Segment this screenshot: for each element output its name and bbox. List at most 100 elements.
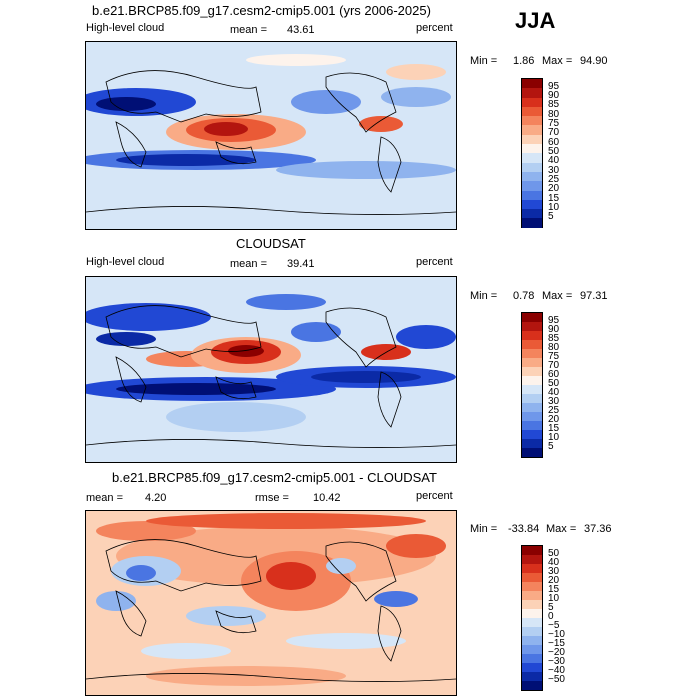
panel2-units: percent <box>416 256 453 268</box>
panel3-max-label: Max = <box>546 523 577 535</box>
panel3-level-label: −30 <box>548 656 565 667</box>
panel3-level-label: −10 <box>548 629 565 640</box>
panel2-colorbar-swatch <box>522 358 542 367</box>
panel2-colorbar-swatch <box>522 376 542 385</box>
panel2-title: CLOUDSAT <box>236 236 306 251</box>
panel2-colorbar-swatch <box>522 367 542 376</box>
panel1-colorbar-swatch <box>522 125 542 135</box>
panel2-colorbar-swatch <box>522 331 542 340</box>
panel1-level-label: 50 <box>548 146 560 157</box>
panel3-max-value: 37.36 <box>584 523 612 535</box>
panel1-level-label: 30 <box>548 165 560 176</box>
panel3-rmse-label: rmse = <box>255 492 289 504</box>
panel3-colorbar-swatch <box>522 564 542 573</box>
panel1-colorbar-swatch <box>522 79 542 89</box>
panel3-level-label: −15 <box>548 638 565 649</box>
panel2-colorbar-swatch <box>522 313 542 322</box>
panel2-colorbar-swatch <box>522 412 542 421</box>
panel2-colorbar-swatch <box>522 421 542 430</box>
panel1-level-label: 25 <box>548 174 560 185</box>
panel2-map <box>85 276 457 463</box>
panel2-level-label: 15 <box>548 423 560 434</box>
panel3-colorbar-swatch <box>522 654 542 663</box>
panel1-level-label: 20 <box>548 183 560 194</box>
panel1-colorbar-swatch <box>522 144 542 154</box>
panel1-colorbar-swatch <box>522 134 542 145</box>
panel3-level-label: 40 <box>548 557 560 568</box>
panel3-level-label: −5 <box>548 620 560 631</box>
panel3-colorbar-swatch <box>522 636 542 645</box>
panel2-level-label: 75 <box>548 351 560 362</box>
panel2-mean-label: mean = <box>230 258 267 270</box>
panel3-level-label: 50 <box>548 548 560 559</box>
panel1-colorbar-swatch <box>522 116 542 126</box>
panel1-colorbar-swatch <box>522 209 542 219</box>
panel1-colorbar <box>521 78 543 228</box>
panel3-colorbar-swatch <box>522 582 542 591</box>
panel1-level-label: 75 <box>548 118 560 129</box>
panel1-max-value: 94.90 <box>580 55 608 67</box>
panel3-colorbar <box>521 545 543 691</box>
panel3-level-label: 30 <box>548 566 560 577</box>
panel1-colorbar-swatch <box>522 88 542 98</box>
panel1-colorbar-swatch <box>522 190 542 200</box>
panel2-colorbar <box>521 312 543 458</box>
panel2-level-label: 25 <box>548 405 560 416</box>
panel3-title: b.e21.BRCP85.f09_g17.cesm2-cmip5.001 - C… <box>112 470 437 485</box>
panel2-colorbar-swatch <box>522 403 542 412</box>
panel3-rmse-value: 10.42 <box>313 492 341 504</box>
panel2-max-value: 97.31 <box>580 290 608 302</box>
panel3-level-label: 20 <box>548 575 560 586</box>
panel1-title: b.e21.BRCP85.f09_g17.cesm2-cmip5.001 (yr… <box>92 3 431 18</box>
panel3-mean-label: mean = <box>86 492 123 504</box>
panel2-level-label: 10 <box>548 432 560 443</box>
panel2-variable: High-level cloud <box>86 256 165 268</box>
panel1-level-label: 80 <box>548 109 560 120</box>
panel3-level-label: −20 <box>548 647 565 658</box>
panel3-level-label: 10 <box>548 593 560 604</box>
panel3-map <box>85 510 457 696</box>
panel2-colorbar-swatch <box>522 448 542 457</box>
panel2-level-label: 20 <box>548 414 560 425</box>
panel3-level-label: 0 <box>548 611 554 622</box>
panel1-colorbar-swatch <box>522 162 542 172</box>
panel2-level-label: 80 <box>548 342 560 353</box>
panel2-max-label: Max = <box>542 290 573 302</box>
panel3-min-value: -33.84 <box>508 523 540 535</box>
panel2-min-label: Min = <box>470 290 498 302</box>
panel1-min-label: Min = <box>470 55 498 67</box>
panel1-level-label: 85 <box>548 99 560 110</box>
panel3-level-label: −50 <box>548 674 565 685</box>
panel2-level-label: 50 <box>548 378 560 389</box>
panel2-level-label: 85 <box>548 333 560 344</box>
panel2-level-label: 5 <box>548 441 554 452</box>
panel3-colorbar-swatch <box>522 618 542 627</box>
panel2-min-value: 0.78 <box>513 290 535 302</box>
panel1-colorbar-swatch <box>522 106 542 117</box>
panel1-mean-label: mean = <box>230 24 267 36</box>
panel2-level-label: 40 <box>548 387 560 398</box>
panel3-level-label: 15 <box>548 584 560 595</box>
panel3-mean-value: 4.20 <box>145 492 167 504</box>
panel1-colorbar-swatch <box>522 181 542 191</box>
panel3-level-label: 5 <box>548 602 554 613</box>
panel1-units: percent <box>416 22 453 34</box>
panel1-level-label: 90 <box>548 90 560 101</box>
panel3-units: percent <box>416 490 453 502</box>
panel3-colorbar-swatch <box>522 681 542 690</box>
panel2-colorbar-swatch <box>522 322 542 331</box>
panel1-colorbar-swatch <box>522 97 542 107</box>
panel1-mean-value: 43.61 <box>287 24 315 36</box>
panel2-level-label: 70 <box>548 360 560 371</box>
panel1-map <box>85 41 457 230</box>
panel2-level-label: 90 <box>548 324 560 335</box>
panel3-level-label: −40 <box>548 665 565 676</box>
panel2-colorbar-swatch <box>522 385 542 394</box>
panel1-colorbar-swatch <box>522 199 542 210</box>
panel2-colorbar-swatch <box>522 394 542 403</box>
panel1-level-label: 70 <box>548 127 560 138</box>
panel1-max-label: Max = <box>542 55 573 67</box>
panel1-variable: High-level cloud <box>86 22 165 34</box>
panel1-level-label: 15 <box>548 193 560 204</box>
panel2-colorbar-swatch <box>522 430 542 439</box>
